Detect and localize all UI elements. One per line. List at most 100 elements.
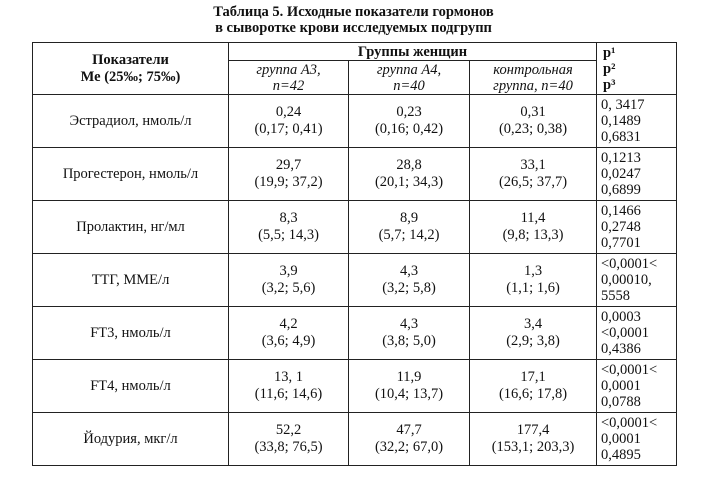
caption-line-1: Таблица 5. Исходные показатели гормонов: [213, 4, 494, 20]
table-caption: Таблица 5. Исходные показатели гормонов …: [0, 4, 707, 36]
p-values-cell: 0, 3417 0,1489 0,6831: [596, 94, 677, 148]
quartiles: (10,4; 13,7): [374, 386, 444, 402]
median: 11,4: [520, 210, 546, 226]
quartiles: (19,9; 37,2): [254, 174, 323, 190]
p-values-cell: 0,1466 0,2748 0,7701: [596, 200, 677, 254]
value-cell-control: 3,4 (2,9; 3,8): [469, 306, 597, 360]
row-label: Пролактин, нг/мл: [32, 200, 229, 254]
p2-value: <0,0001: [601, 325, 650, 341]
value-cell-control: 0,31 (0,23; 0,38): [469, 94, 597, 148]
quartiles: (26,5; 37,7): [498, 174, 568, 190]
group-control-header: контрольная группа, n=40: [469, 60, 597, 95]
median: 0,31: [520, 104, 546, 120]
median: 13, 1: [274, 369, 303, 385]
quartiles: (5,5; 14,3): [258, 227, 319, 243]
table-row: Прогестерон, нмоль/л 29,7 (19,9; 37,2) 28…: [32, 147, 677, 201]
value-cell-control: 33,1 (26,5; 37,7): [469, 147, 597, 201]
value-cell-a3: 29,7 (19,9; 37,2): [228, 147, 349, 201]
p3-value: 0,0788: [601, 394, 641, 410]
table-row: Пролактин, нг/мл 8,3 (5,5; 14,3) 8,9 (5,7;…: [32, 200, 677, 254]
p-header: p¹ p² p³: [596, 42, 677, 95]
hormones-table: Показатели Ме (25‰; 75‰) Группы женщин p…: [32, 42, 677, 466]
quartiles: (1,1; 1,6): [506, 280, 560, 296]
quartiles: (0,17; 0,41): [254, 121, 323, 137]
p-header-1: p¹: [603, 44, 616, 61]
value-cell-control: 177,4 (153,1; 203,3): [469, 412, 597, 466]
p1-value: <0,0001<: [601, 256, 658, 272]
p3-value: 0,7701: [601, 235, 641, 251]
p2-value: 0,2748: [601, 219, 641, 235]
p1-value: 0, 3417: [601, 97, 645, 113]
quartiles: (0,23; 0,38): [498, 121, 568, 137]
p3-value: 0,4895: [601, 447, 641, 463]
group-a4-line-1: группа А4,: [376, 61, 442, 78]
value-cell-control: 17,1 (16,6; 17,8): [469, 359, 597, 413]
median: 29,7: [275, 157, 302, 173]
p1-value: 0,1466: [601, 203, 641, 219]
group-control-line-2: группа, n=40: [493, 77, 573, 94]
indicator-header-line-2: Ме (25‰; 75‰): [80, 68, 181, 85]
median: 3,4: [523, 316, 543, 332]
median: 4,3: [399, 316, 419, 332]
quartiles: (32,2; 67,0): [374, 439, 444, 455]
row-label: FT3, нмоль/л: [32, 306, 229, 360]
median: 47,7: [396, 422, 422, 438]
median: 8,9: [399, 210, 419, 226]
quartiles: (16,6; 17,8): [498, 386, 568, 402]
median: 8,3: [279, 210, 298, 226]
median: 52,2: [275, 422, 302, 438]
median: 1,3: [523, 263, 543, 279]
groups-header: Группы женщин: [228, 42, 597, 61]
table-row: Эстрадиол, нмоль/л 0,24 (0,17; 0,41) 0,23…: [32, 94, 677, 148]
p3-value: 0,6899: [601, 182, 641, 198]
value-cell-a3: 8,3 (5,5; 14,3): [228, 200, 349, 254]
quartiles: (5,7; 14,2): [378, 227, 440, 243]
group-a4-header: группа А4, n=40: [348, 60, 470, 95]
median: 3,9: [279, 263, 298, 279]
quartiles: (20,1; 34,3): [374, 174, 444, 190]
p3-value: 0,4386: [601, 341, 641, 357]
median: 177,4: [516, 422, 550, 438]
row-label: ТТГ, ММЕ/л: [32, 253, 229, 307]
quartiles: (3,2; 5,6): [261, 280, 316, 296]
p-values-cell: <0,0001< 0,0001 0,4895: [596, 412, 677, 466]
p-values-cell: 0,0003 <0,0001 0,4386: [596, 306, 677, 360]
indicator-header-line-1: Показатели: [92, 51, 169, 68]
indicator-header: Показатели Ме (25‰; 75‰): [32, 42, 229, 95]
p1-value: <0,0001<: [601, 415, 658, 431]
table-row: FT4, нмоль/л 13, 1 (11,6; 14,6) 11,9 (10,4…: [32, 359, 677, 413]
quartiles: (3,2; 5,8): [382, 280, 436, 296]
quartiles: (3,8; 5,0): [382, 333, 436, 349]
median: 28,8: [396, 157, 422, 173]
p2-value: 0,0001: [601, 431, 641, 447]
value-cell-a4: 4,3 (3,8; 5,0): [348, 306, 470, 360]
quartiles: (11,6; 14,6): [254, 386, 323, 402]
value-cell-control: 1,3 (1,1; 1,6): [469, 253, 597, 307]
table-row: Йодурия, мкг/л 52,2 (33,8; 76,5) 47,7 (32,…: [32, 412, 677, 466]
median: 17,1: [520, 369, 546, 385]
p-values-cell: <0,0001< 0,00010, 5558: [596, 253, 677, 307]
p2-value: 0,1489: [601, 113, 641, 129]
group-a4-line-2: n=40: [393, 77, 425, 94]
p3-value: 0,6831: [601, 129, 641, 145]
quartiles: (0,16; 0,42): [374, 121, 444, 137]
value-cell-a4: 11,9 (10,4; 13,7): [348, 359, 470, 413]
p-header-3: p³: [603, 76, 616, 93]
p1-value: <0,0001<: [601, 362, 658, 378]
value-cell-a3: 3,9 (3,2; 5,6): [228, 253, 349, 307]
value-cell-a4: 8,9 (5,7; 14,2): [348, 200, 470, 254]
median: 4,3: [399, 263, 419, 279]
value-cell-a4: 0,23 (0,16; 0,42): [348, 94, 470, 148]
row-label: Эстрадиол, нмоль/л: [32, 94, 229, 148]
p-values-cell: 0,1213 0,0247 0,6899: [596, 147, 677, 201]
median: 11,9: [396, 369, 422, 385]
median: 4,2: [279, 316, 298, 332]
group-a3-header: группа А3, n=42: [228, 60, 349, 95]
row-label: FT4, нмоль/л: [32, 359, 229, 413]
quartiles: (9,8; 13,3): [502, 227, 564, 243]
row-label: Прогестерон, нмоль/л: [32, 147, 229, 201]
p2-value: 0,0247: [601, 166, 641, 182]
p-values-cell: <0,0001< 0,0001 0,0788: [596, 359, 677, 413]
row-label: Йодурия, мкг/л: [32, 412, 229, 466]
p-header-2: p²: [603, 60, 616, 77]
